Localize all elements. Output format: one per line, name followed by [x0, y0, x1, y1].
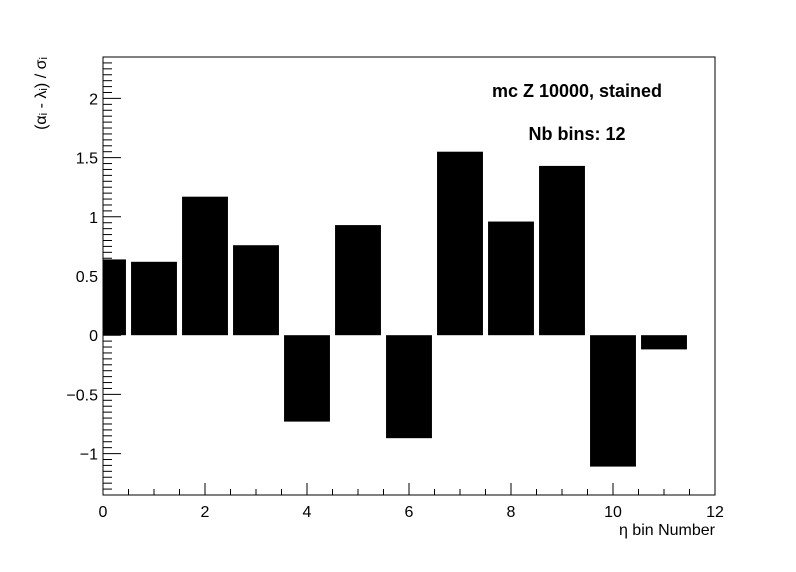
bar-8 [488, 221, 534, 336]
bar-1 [131, 261, 177, 336]
annotation-sample: mc Z 10000, stained [492, 81, 662, 101]
x-axis-label: η bin Number [619, 522, 716, 539]
y-tick-label: 2 [89, 91, 98, 108]
bar-11 [641, 335, 687, 350]
x-axis-ticks: 0 2 4 6 8 10 12 [99, 483, 724, 521]
x-tick-label: 0 [99, 504, 108, 521]
bar-5 [335, 225, 381, 336]
x-tick-label: 2 [201, 504, 210, 521]
annotation-bins: Nb bins: 12 [528, 124, 625, 144]
bar-3 [233, 245, 279, 336]
bar-9 [539, 165, 585, 336]
y-tick-label: −0.5 [66, 387, 98, 404]
y-axis-ticks: −1 −0.5 0 0.5 1 1.5 2 [66, 62, 121, 490]
bars-group [103, 151, 687, 467]
x-tick-label: 4 [303, 504, 312, 521]
x-tick-label: 6 [405, 504, 414, 521]
bar-6 [386, 335, 432, 439]
bar-10 [590, 335, 636, 467]
y-tick-label: 1.5 [76, 151, 98, 168]
y-tick-label: 0.5 [76, 269, 98, 286]
bar-0 [103, 259, 126, 336]
x-tick-label: 12 [706, 504, 724, 521]
y-axis-label: (αᵢ - λᵢ) / σᵢ [33, 57, 50, 130]
bar-4 [284, 335, 330, 422]
x-tick-label: 8 [507, 504, 516, 521]
bar-2 [182, 196, 228, 336]
x-tick-label: 10 [604, 504, 622, 521]
bar-7 [437, 151, 483, 336]
y-tick-label: 0 [89, 328, 98, 345]
y-tick-label: −1 [80, 447, 98, 464]
y-tick-label: 1 [89, 210, 98, 227]
